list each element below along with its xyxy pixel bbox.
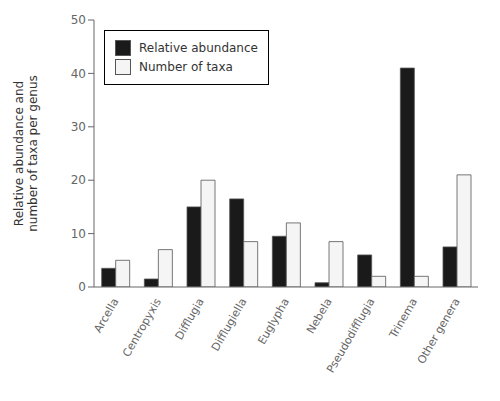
svg-text:Other genera: Other genera <box>415 296 463 366</box>
svg-text:Nebela: Nebela <box>304 296 335 336</box>
svg-text:0: 0 <box>78 280 86 294</box>
svg-text:Centropyxis: Centropyxis <box>120 296 164 359</box>
svg-text:Arcella: Arcella <box>91 296 121 335</box>
html-text:Number of taxa: Number of taxa <box>139 60 233 74</box>
svg-text:40: 40 <box>71 67 86 81</box>
svg-text:Euglypha: Euglypha <box>255 296 292 347</box>
svg-text:Pseudodifflugia: Pseudodifflugia <box>324 296 377 375</box>
svg-text:Difflugiella: Difflugiella <box>209 296 250 353</box>
html-text:Relative abundance: Relative abundance <box>139 41 258 55</box>
svg-text:20: 20 <box>71 173 86 187</box>
svg-text:Relative abundance andnumber o: Relative abundance andnumber of taxa per… <box>12 75 40 232</box>
svg-text:10: 10 <box>71 227 86 241</box>
svg-text:50: 50 <box>71 13 86 27</box>
svg-text:Difflugia: Difflugia <box>173 296 207 342</box>
svg-text:Trinema: Trinema <box>386 296 420 341</box>
svg-text:30: 30 <box>71 120 86 134</box>
